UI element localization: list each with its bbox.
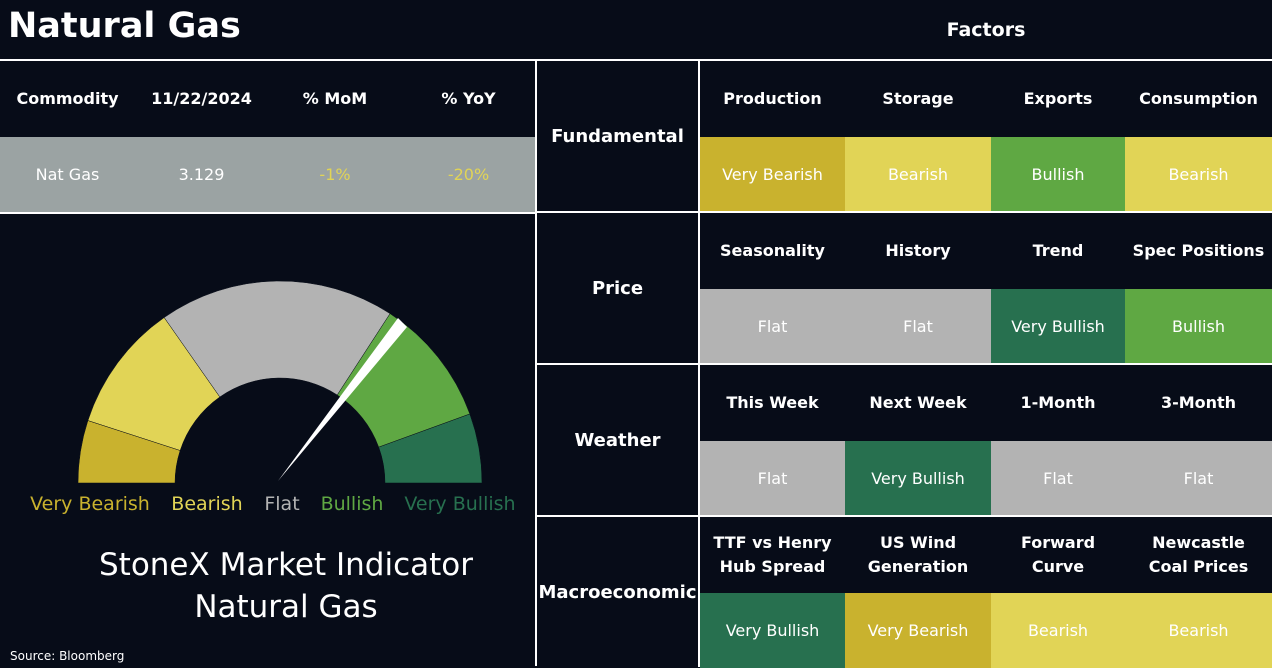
factor-rating: Very Bullish bbox=[845, 441, 991, 516]
gauge-segment bbox=[77, 420, 181, 484]
factor-label: 1-Month bbox=[1020, 393, 1096, 412]
factor-rating: Bearish bbox=[1125, 137, 1272, 212]
factor-rating: Bearish bbox=[991, 593, 1125, 668]
divider bbox=[537, 515, 1272, 517]
factor-label: Trend bbox=[1032, 241, 1084, 260]
table-cell: -20% bbox=[402, 137, 535, 212]
factor-rating: Flat bbox=[845, 289, 991, 364]
divider bbox=[535, 61, 537, 666]
divider bbox=[698, 365, 700, 515]
factor-rating: Bearish bbox=[845, 137, 991, 212]
page-title: Natural Gas bbox=[8, 6, 241, 46]
divider bbox=[698, 213, 700, 363]
factor-label: TTF vs Henry Hub Spread bbox=[713, 533, 832, 576]
table-cell: -1% bbox=[268, 137, 402, 212]
gauge bbox=[77, 280, 483, 484]
divider bbox=[698, 61, 700, 211]
factor-rating: Bullish bbox=[991, 137, 1125, 212]
factor-label: Next Week bbox=[869, 393, 967, 412]
factor-group: Fundamental bbox=[551, 125, 684, 147]
factor-label: US Wind Generation bbox=[867, 533, 969, 576]
factor-group: Price bbox=[591, 277, 644, 299]
table-cell: 3.129 bbox=[135, 137, 268, 212]
table-header: % YoY bbox=[441, 89, 496, 108]
factor-rating: Flat bbox=[700, 441, 845, 516]
gauge-segment bbox=[378, 413, 483, 484]
factor-label: History bbox=[885, 241, 951, 260]
factor-label: This Week bbox=[726, 393, 819, 412]
factor-rating: Flat bbox=[991, 441, 1125, 516]
table-header: Commodity bbox=[16, 89, 119, 108]
factor-rating: Flat bbox=[700, 289, 845, 364]
factor-label: Forward Curve bbox=[1020, 533, 1096, 576]
factor-group: Macroeconomic bbox=[538, 581, 697, 603]
divider bbox=[0, 59, 1272, 61]
factor-rating: Flat bbox=[1125, 441, 1272, 516]
factor-label: Production bbox=[723, 89, 822, 108]
factor-label: Exports bbox=[1023, 89, 1093, 108]
factor-label: Seasonality bbox=[720, 241, 825, 260]
factor-rating: Very Bearish bbox=[700, 137, 845, 212]
gauge-segment bbox=[87, 317, 221, 451]
gauge-needle bbox=[278, 318, 407, 481]
factor-rating: Very Bullish bbox=[991, 289, 1125, 364]
table-header: 11/22/2024 bbox=[151, 89, 252, 108]
factor-label: 3-Month bbox=[1160, 393, 1237, 412]
factor-rating: Very Bearish bbox=[845, 593, 991, 668]
factors-title: Factors bbox=[946, 18, 1026, 41]
gauge-segment bbox=[163, 280, 391, 398]
divider bbox=[698, 517, 700, 667]
factor-label: Storage bbox=[882, 89, 954, 108]
divider bbox=[0, 212, 537, 214]
factor-rating: Bearish bbox=[1125, 593, 1272, 668]
factor-label: Spec Positions bbox=[1132, 241, 1265, 260]
factor-label: Newcastle Coal Prices bbox=[1148, 533, 1249, 576]
table-cell: Nat Gas bbox=[0, 137, 135, 212]
divider bbox=[537, 211, 1272, 213]
factor-label: Consumption bbox=[1139, 89, 1258, 108]
factor-rating: Bullish bbox=[1125, 289, 1272, 364]
factor-group: Weather bbox=[574, 429, 661, 451]
divider bbox=[537, 363, 1272, 365]
factor-rating: Very Bullish bbox=[700, 593, 845, 668]
gauge-segment bbox=[336, 313, 471, 448]
table-header: % MoM bbox=[302, 89, 368, 108]
